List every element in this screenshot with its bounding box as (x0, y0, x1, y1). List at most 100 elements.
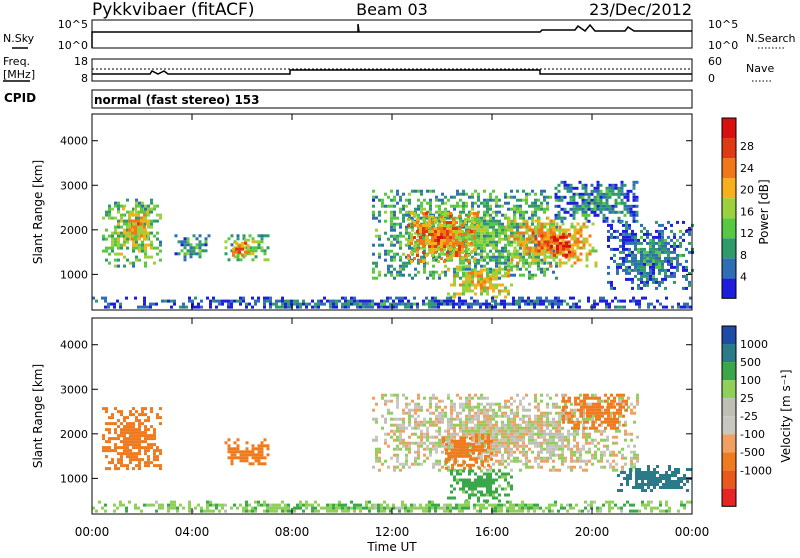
power-cell (574, 238, 577, 241)
power-cell (597, 196, 600, 199)
vel-cell (504, 488, 507, 491)
power-cell (637, 266, 640, 269)
power-cell (120, 226, 123, 229)
power-cell (586, 226, 589, 229)
power-cell (640, 281, 643, 284)
power-cell (233, 300, 236, 303)
vel-cell (510, 436, 513, 439)
vel-cell (507, 418, 510, 421)
vel-cell (147, 464, 150, 467)
power-cell (446, 227, 449, 230)
power-cell (314, 306, 317, 309)
vel-cell (668, 486, 671, 489)
vel-cell (604, 421, 607, 424)
vel-cell (610, 427, 613, 430)
power-cell (440, 251, 443, 254)
power-cell (120, 247, 123, 250)
power-cell (477, 193, 480, 196)
power-cell (143, 306, 146, 309)
vel-cell (126, 416, 129, 419)
vel-cell (456, 394, 459, 397)
vel-cell (105, 467, 108, 470)
power-cell (529, 265, 532, 268)
power-cell (143, 220, 146, 223)
power-cell (541, 250, 544, 253)
vel-cell (680, 486, 683, 489)
power-cell (535, 232, 538, 235)
power-cell (571, 248, 574, 251)
vel-cell (525, 424, 528, 427)
vel-cell (411, 463, 414, 466)
vel-cell (489, 427, 492, 430)
power-cell (390, 244, 393, 247)
power-cell (486, 272, 489, 275)
vel-cell (414, 403, 417, 406)
vel-cell (390, 400, 393, 403)
power-cell (607, 272, 610, 275)
vel-cell (579, 454, 582, 457)
power-cell (637, 242, 640, 245)
power-cell (480, 256, 483, 259)
power-cell (637, 260, 640, 263)
power-cell (305, 306, 308, 309)
vel-cell (234, 453, 237, 456)
power-cell (402, 214, 405, 217)
power-cell (636, 220, 639, 223)
vel-cell (568, 421, 571, 424)
power-cell (378, 253, 381, 256)
vel-cell (261, 447, 264, 450)
vel-cell (579, 394, 582, 397)
vel-cell (580, 412, 583, 415)
vel-cell (519, 433, 522, 436)
power-cell (606, 199, 609, 202)
vel-cell (384, 442, 387, 445)
power-cell (287, 300, 290, 303)
vel-cell (504, 445, 507, 448)
vel-cell (111, 422, 114, 425)
power-cell (495, 244, 498, 247)
vel-cell (589, 406, 592, 409)
power-cell (544, 244, 547, 247)
power-cell (453, 284, 456, 287)
power-cell (658, 257, 661, 260)
power-cell (643, 248, 646, 251)
power-cell (182, 306, 185, 309)
vel-cell (484, 440, 487, 443)
power-cell (600, 190, 603, 193)
vel-cell (620, 489, 623, 492)
vel-cell (483, 424, 486, 427)
power-cell (519, 208, 522, 211)
power-cell (676, 257, 679, 260)
vel-cell (558, 445, 561, 448)
vel-cell (477, 491, 480, 494)
power-cell (522, 190, 525, 193)
power-cell (600, 196, 603, 199)
power-cell (507, 253, 510, 256)
vel-cell (492, 445, 495, 448)
power-cell (603, 205, 606, 208)
vel-cell (534, 421, 537, 424)
power-cell (431, 242, 434, 245)
power-cell (486, 220, 489, 223)
vel-cell (633, 421, 636, 424)
vel-cell (111, 449, 114, 452)
power-cell (221, 300, 224, 303)
vel-cell (417, 445, 420, 448)
vel-cell (585, 460, 588, 463)
vel-cell (438, 463, 441, 466)
vel-cell (426, 421, 429, 424)
power-cell (543, 190, 546, 193)
vel-cell (519, 424, 522, 427)
power-cell (637, 239, 640, 242)
power-cell (652, 248, 655, 251)
power-cell (209, 300, 212, 303)
power-cell (641, 297, 644, 300)
power-cell (408, 193, 411, 196)
power-cell (526, 247, 529, 250)
power-cell (178, 252, 181, 255)
vel-cell (617, 474, 620, 477)
power-cell (350, 297, 353, 300)
vel-cell (492, 470, 495, 473)
vel-cell (441, 418, 444, 421)
vel-cell (630, 409, 633, 412)
